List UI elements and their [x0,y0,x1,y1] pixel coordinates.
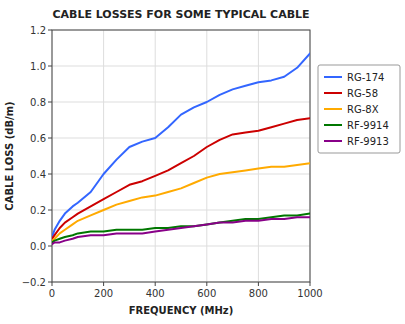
tick-label: 1.2 [30,25,46,36]
chart: −0.2 0.0 0.2 0.4 0.6 0.8 1.0 1.2 0 200 400 600 800 10… [0,0,405,324]
tick-label: 0.6 [30,133,46,144]
tick-label: 800 [249,288,268,299]
tick [258,282,259,286]
x-axis-label: FREQUENCY (MHz) [129,305,234,316]
grid-line [52,102,310,103]
tick [48,102,52,103]
legend-swatch [324,140,342,142]
tick-label: −0.2 [22,277,46,288]
tick-label: 200 [94,288,113,299]
legend-swatch [324,108,342,110]
tick [52,282,53,286]
tick [48,30,52,31]
title: CABLE LOSSES FOR SOME TYPICAL CABLE [52,8,309,21]
legend-label: RF-9914 [347,120,389,131]
tick-label: 0.4 [30,169,46,180]
series-line [52,217,310,244]
plot-frame [52,30,310,282]
tick [48,210,52,211]
tick-label: 0 [49,288,55,299]
y-axis-label: CABLE LOSS (dB/m) [4,101,15,210]
legend-swatch [324,76,342,78]
tick [48,282,52,283]
legend-box [318,65,400,153]
grid [52,30,310,282]
tick-label: 0.8 [30,97,46,108]
tick-label: 1.0 [30,61,46,72]
plot-area [52,53,310,244]
tick-label: 0.0 [30,241,46,252]
tick [48,138,52,139]
series-line [52,118,310,239]
tick-label: 600 [197,288,216,299]
tick [48,246,52,247]
tick [206,282,207,286]
legend: RG-174 RG-58 RG-8X RF-9914 RF-9913 [318,65,400,153]
legend-swatch [324,124,342,126]
series-line [52,53,310,237]
grid-line [52,210,310,211]
grid-line [52,138,310,139]
legend-label: RF-9913 [347,136,389,147]
grid-line [155,30,156,282]
grid-line [52,66,310,67]
tick [103,282,104,286]
grid-line [103,30,104,282]
tick [48,66,52,67]
grid-line [258,30,259,282]
legend-label: RG-174 [347,72,384,83]
tick-label: 0.2 [30,205,46,216]
axes: −0.2 0.0 0.2 0.4 0.6 0.8 1.0 1.2 0 200 400 600 800 10… [22,25,323,300]
grid-line [52,174,310,175]
grid-line [206,30,207,282]
tick [155,282,156,286]
tick-label: 1000 [297,288,322,299]
tick-label: 400 [146,288,165,299]
tick [310,282,311,286]
legend-label: RG-58 [347,88,378,99]
grid-line [52,246,310,247]
legend-label: RG-8X [347,104,379,115]
tick [48,174,52,175]
legend-swatch [324,92,342,94]
